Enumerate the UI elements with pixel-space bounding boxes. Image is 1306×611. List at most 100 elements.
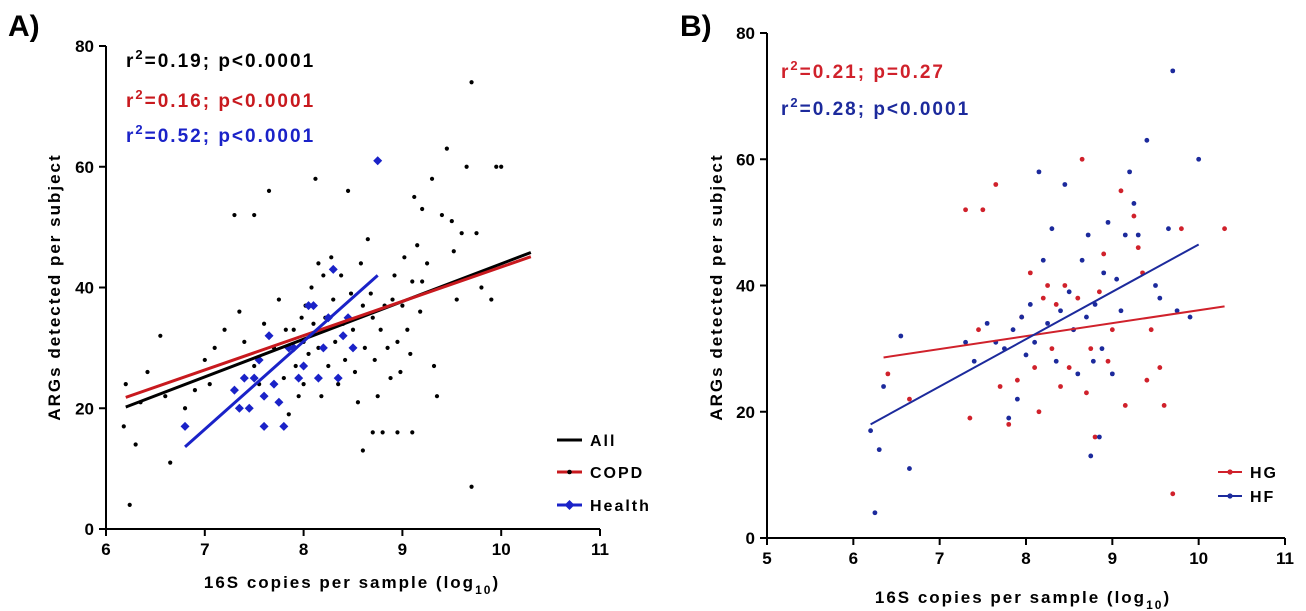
copd-point	[355, 400, 361, 405]
copd-point	[479, 285, 484, 290]
copd-point	[412, 194, 417, 200]
copd-point	[326, 363, 331, 369]
health-point	[274, 397, 284, 407]
hf-point	[1170, 68, 1176, 74]
hf-point	[1023, 352, 1029, 358]
health-point	[328, 264, 338, 274]
hg-point	[1088, 346, 1094, 352]
panel-a-plot-area	[121, 80, 532, 507]
legend-entry-health: Health	[557, 498, 649, 515]
copd-point	[370, 315, 375, 320]
copd-point	[402, 255, 407, 260]
health-point	[244, 403, 254, 413]
copd-point	[451, 249, 456, 254]
hf-point	[1174, 308, 1180, 314]
hg-point	[1032, 365, 1038, 370]
hg-point	[1131, 213, 1137, 219]
copd-point	[469, 484, 474, 489]
hg-point	[993, 182, 999, 187]
copd-point	[286, 412, 291, 417]
hf-point	[1079, 257, 1085, 263]
y-tick-label: 0	[85, 520, 94, 539]
hf-point	[1084, 314, 1089, 320]
hg-point	[1144, 377, 1150, 383]
hg-point	[1075, 295, 1081, 301]
hg-point	[1066, 365, 1072, 370]
hg-point	[1105, 358, 1111, 364]
health-point	[180, 421, 190, 431]
health-point	[348, 343, 358, 353]
hf-point	[1088, 453, 1094, 459]
hg-point	[1036, 409, 1042, 415]
copd-point	[313, 176, 318, 181]
copd-point	[212, 345, 217, 350]
panel-a-chart: A) 6 7 8 9 10 11 0 20 40 60 80 ARGs detected per s…	[8, 10, 649, 597]
health-fit-line	[184, 274, 379, 449]
hf-point	[1131, 201, 1137, 206]
hg-point	[1049, 346, 1055, 352]
copd-point	[418, 309, 423, 314]
copd-point	[410, 279, 415, 284]
panel-a-stats: r2=0.19; p<0.0001 r2=0.16; p<0.0001 r2=0…	[126, 47, 315, 147]
y-tick-label: 0	[746, 529, 755, 548]
hf-point	[1045, 320, 1050, 326]
copd-point	[182, 406, 188, 411]
health-point	[279, 421, 289, 431]
hf-point	[872, 510, 878, 516]
copd-point	[127, 502, 132, 507]
hf-point	[1114, 276, 1120, 282]
copd-point	[385, 345, 390, 350]
hf-point	[1014, 396, 1020, 402]
copd-point	[350, 327, 356, 332]
x-tick-label: 9	[1108, 549, 1117, 568]
copd-point	[252, 212, 257, 218]
stat-all: r2=0.19; p<0.0001	[126, 47, 315, 72]
copd-point	[306, 351, 311, 357]
copd-point	[449, 218, 454, 224]
copd-point	[283, 327, 288, 332]
x-tick-label: 10	[492, 540, 511, 559]
legend-entry-all: All	[557, 433, 614, 450]
copd-point	[207, 382, 212, 387]
copd-point	[405, 327, 410, 332]
hf-point	[1157, 295, 1163, 301]
health-point	[249, 373, 259, 383]
copd-point	[331, 297, 336, 302]
legend-label-hf: HF	[1250, 489, 1275, 506]
panel-b-chart: B) 5 6 7 8 9 10 11 0 20 40 60 80 ARGs detected per …	[680, 10, 1294, 611]
legend-marker-health	[564, 500, 575, 510]
copd-point	[439, 212, 445, 218]
x-tick-label: 8	[299, 540, 308, 559]
panel-a-letter: A)	[8, 10, 40, 43]
copd-point	[163, 394, 168, 399]
copd-point	[237, 309, 242, 314]
copd-point	[319, 394, 324, 399]
hf-point	[1058, 308, 1063, 314]
hf-point	[984, 320, 990, 326]
hg-point	[1058, 384, 1063, 389]
copd-point	[321, 273, 326, 278]
hf-point	[1127, 169, 1132, 175]
copd-point	[316, 345, 321, 350]
hg-point	[1109, 327, 1115, 333]
hg-point	[963, 207, 968, 213]
panel-a-axes: 6 7 8 9 10 11 0 20 40 60 80	[75, 37, 609, 559]
y-tick-label: 80	[736, 24, 755, 43]
health-point	[259, 421, 269, 431]
copd-point	[339, 273, 344, 278]
copd-point	[464, 164, 469, 169]
copd-point	[459, 231, 464, 236]
copd-point	[454, 297, 459, 302]
y-tick-label: 60	[75, 158, 94, 177]
copd-point	[299, 315, 304, 320]
copd-point	[395, 430, 400, 435]
legend-marker-hg	[1227, 469, 1233, 475]
copd-point	[352, 369, 358, 375]
hf-point	[898, 333, 904, 339]
panel-b-plot-area	[868, 68, 1227, 516]
copd-point	[232, 212, 237, 218]
copd-point	[388, 375, 393, 381]
hf-point	[1006, 415, 1012, 421]
hf-point	[1187, 314, 1193, 320]
